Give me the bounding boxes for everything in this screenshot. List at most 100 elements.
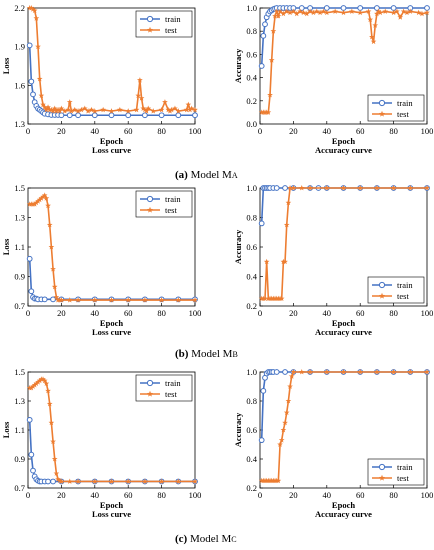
chart-title: Loss curve [92, 327, 131, 337]
data-point-train [26, 416, 33, 423]
y-tick-label: 1.3 [14, 119, 25, 129]
data-point-test [332, 8, 338, 14]
data-point-test [100, 106, 106, 113]
y-tick-label: 0.6 [246, 49, 257, 59]
data-point-test [125, 297, 132, 303]
chart-title: Loss curve [92, 145, 131, 155]
legend-label-train: train [165, 194, 181, 204]
caption-a: (a) Model MA [175, 169, 238, 181]
y-axis-label: Accuracy [233, 412, 243, 447]
data-point-test [50, 266, 56, 272]
data-point-test [46, 400, 53, 407]
data-point-test [167, 108, 173, 114]
y-tick-label: 0.7 [14, 483, 25, 493]
data-point-test [415, 9, 422, 16]
data-point-test [375, 8, 382, 14]
data-point-test [185, 101, 192, 108]
x-axis-label: Epoch [100, 500, 123, 510]
data-point-test [192, 478, 198, 484]
x-tick-label: 20 [57, 308, 66, 318]
data-point-test [263, 258, 270, 265]
data-point-test [349, 8, 355, 14]
data-point-test [369, 34, 375, 40]
data-point-test [175, 297, 182, 303]
data-point-train [258, 220, 265, 227]
data-point-test [48, 244, 55, 250]
legend-label-train: train [397, 280, 413, 290]
data-point-test [36, 377, 43, 384]
data-point-train [41, 296, 48, 303]
x-tick-label: 0 [26, 490, 30, 500]
y-tick-label: 1.3 [14, 213, 25, 223]
data-point-test [66, 99, 73, 105]
data-point-train [374, 5, 380, 11]
data-point-test [51, 283, 58, 290]
y-tick-label: 0.4 [246, 73, 257, 83]
data-point-train [28, 451, 35, 458]
data-point-test [382, 8, 389, 14]
data-point-test [61, 108, 68, 114]
caption-c-sub: C [231, 535, 237, 544]
x-tick-label: 20 [57, 126, 66, 136]
data-point-test [275, 13, 282, 19]
data-point-test [390, 369, 397, 375]
data-point-test [287, 9, 293, 16]
caption-a-text: Model M [190, 169, 232, 181]
data-point-test [288, 373, 295, 379]
data-point-test [192, 106, 198, 113]
data-point-test [285, 199, 292, 206]
caption-b-text: Model M [191, 348, 233, 360]
data-point-test [407, 8, 414, 14]
legend-label-train: train [165, 14, 181, 24]
data-point-test [48, 419, 55, 426]
data-point-test [357, 9, 364, 16]
data-point-test [162, 99, 168, 105]
data-point-test [340, 185, 347, 191]
data-point-test [340, 9, 347, 16]
data-point-test [275, 477, 282, 484]
data-point-test [283, 409, 290, 416]
y-tick-label: 0.6 [246, 242, 257, 252]
y-tick-label: 0.8 [246, 213, 257, 223]
data-point-test [91, 478, 98, 484]
data-point-test [33, 199, 40, 206]
data-point-test [58, 478, 65, 484]
data-point-test [33, 380, 40, 387]
data-point-test [36, 196, 43, 203]
data-point-train [273, 369, 280, 375]
data-point-test [307, 185, 313, 191]
data-point-train [28, 288, 35, 295]
y-axis-label: Loss [1, 238, 11, 255]
data-point-test [404, 9, 410, 16]
y-tick-label: 1.9 [14, 42, 25, 52]
data-point-test [287, 185, 293, 191]
data-point-test [280, 427, 287, 433]
data-point-test [168, 106, 175, 113]
data-point-test [323, 369, 330, 375]
data-point-train [260, 32, 267, 39]
legend-label-test: test [165, 389, 177, 399]
legend-marker-test [146, 390, 154, 397]
data-point-test [320, 8, 327, 14]
legend-marker-train [146, 15, 154, 23]
x-tick-label: 60 [124, 126, 133, 136]
legend-label-test: test [165, 25, 177, 35]
chart-a-acc: 0 20 40 60 80 1000.00.20.40.60.81.0EpochAccur… [233, 3, 433, 155]
data-point-test [323, 185, 330, 191]
data-point-train [50, 478, 56, 485]
data-point-test [55, 476, 61, 482]
data-point-train [45, 478, 51, 485]
y-tick-label: 0.6 [246, 425, 257, 435]
chart-c-acc: 0 20 40 60 80 1000.20.40.60.81.0EpochAccuracy… [233, 367, 433, 519]
x-tick-label: 80 [157, 490, 166, 500]
data-point-test [66, 297, 73, 303]
y-tick-label: 1.0 [246, 3, 257, 13]
data-point-test [317, 9, 323, 16]
y-tick-label: 1.0 [246, 183, 257, 193]
legend-marker-test [378, 474, 386, 481]
data-point-test [282, 419, 288, 426]
